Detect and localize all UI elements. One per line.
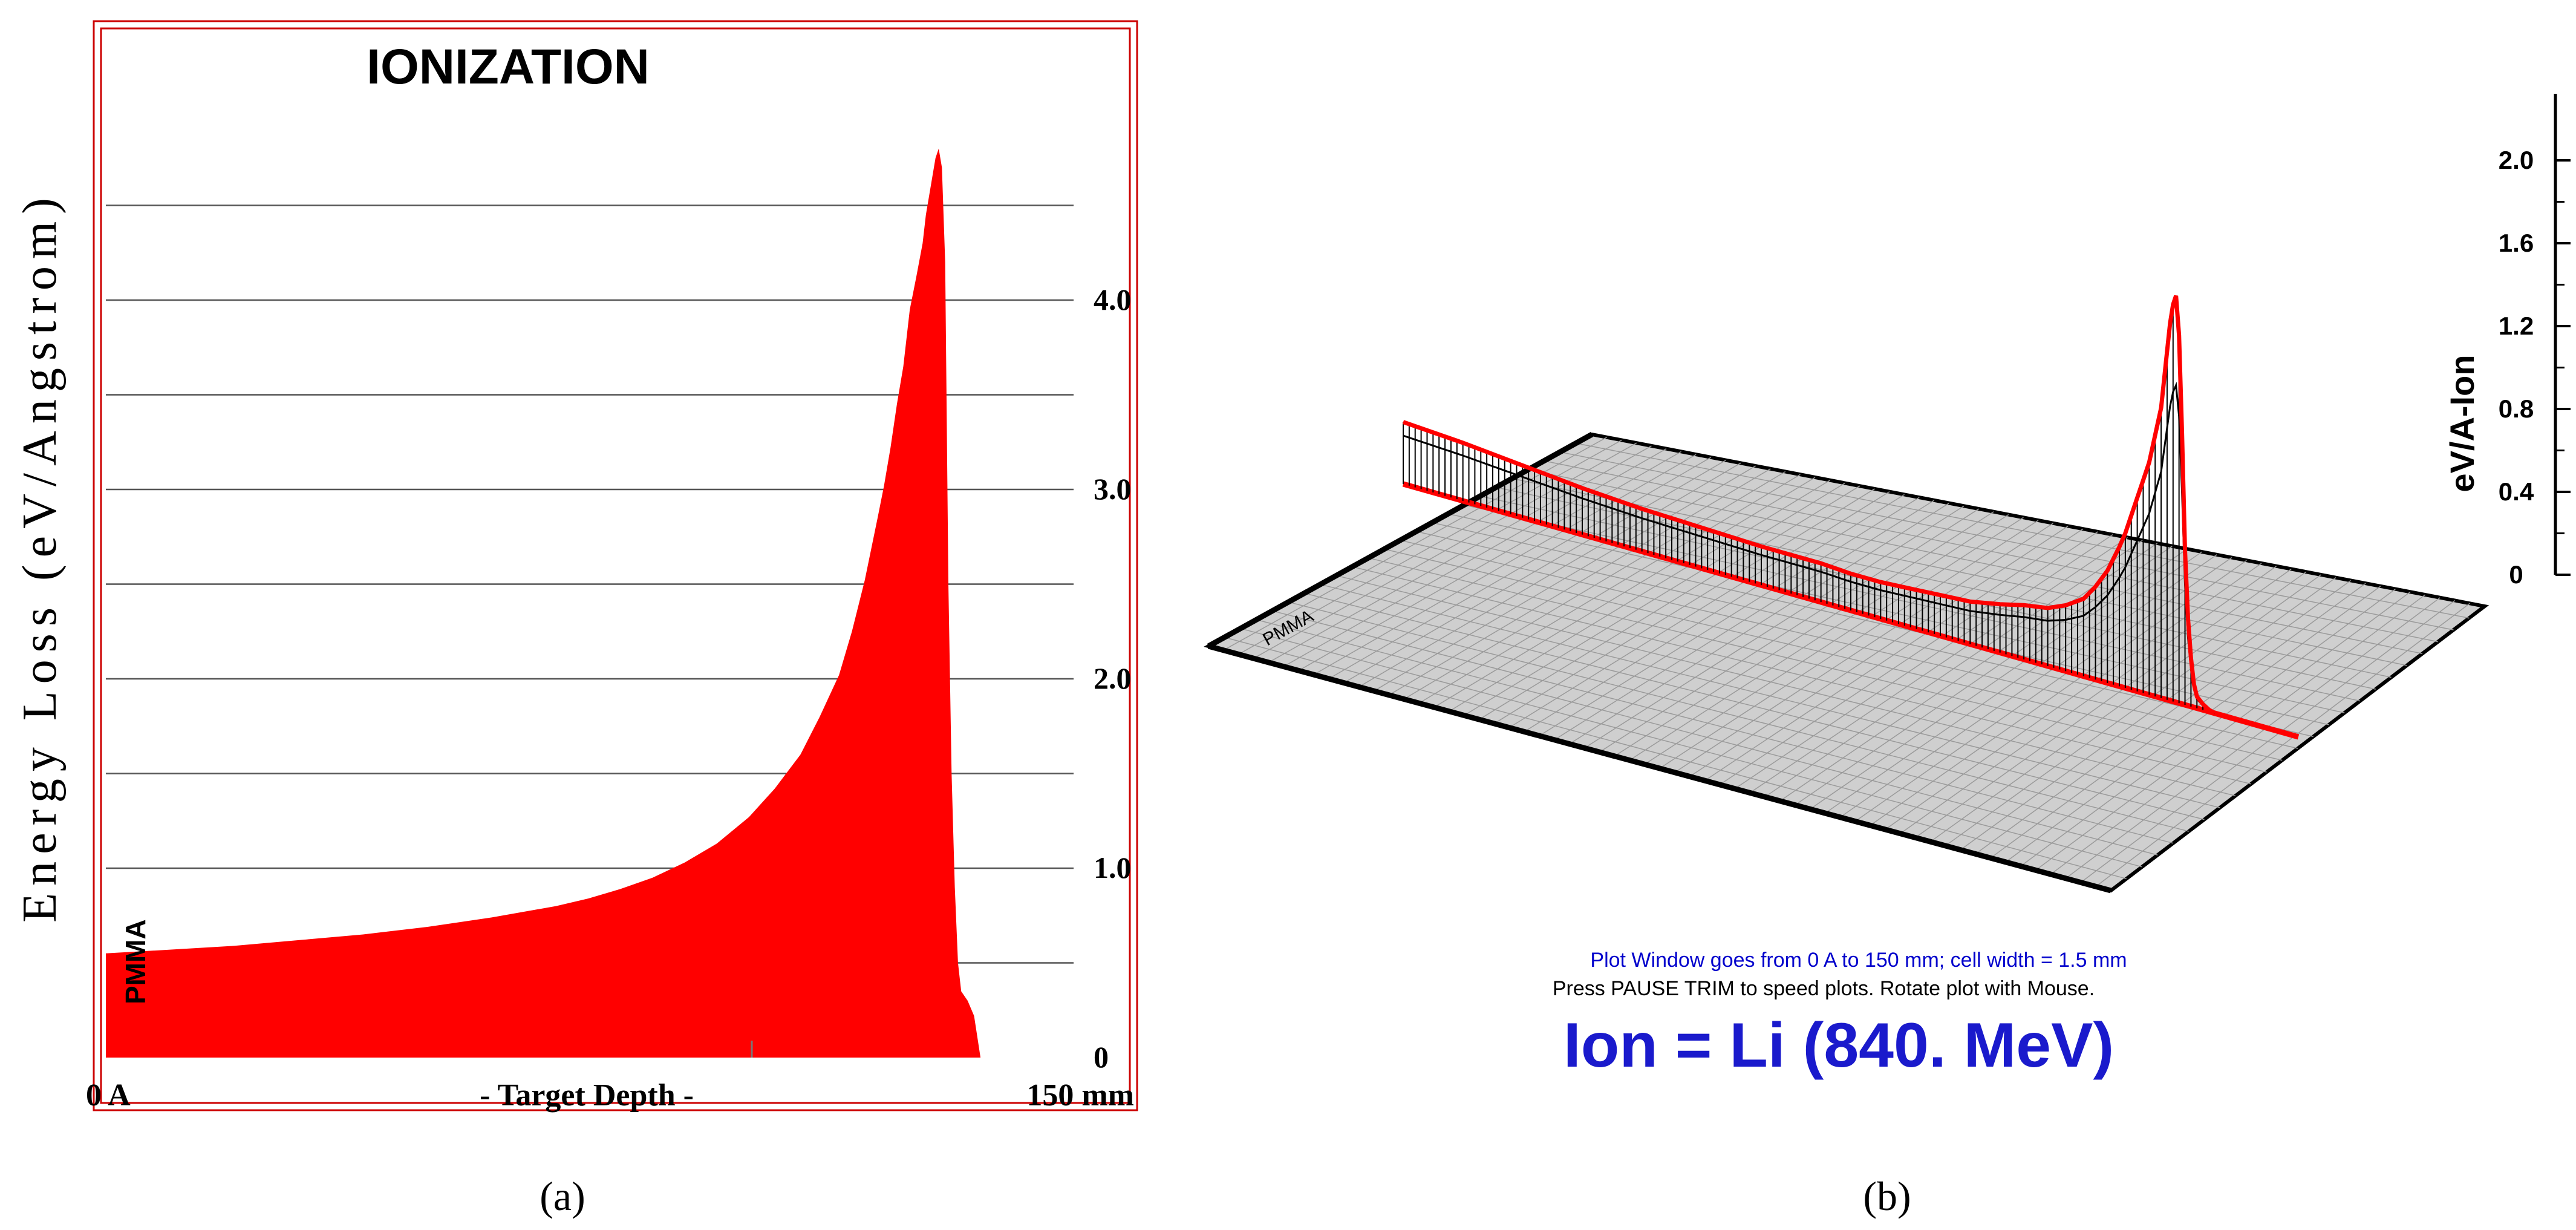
panel-a-x-axis-label: - Target Depth - xyxy=(480,1078,694,1113)
panel-b-ion-label: Ion = Li (840. MeV) xyxy=(1564,1010,2114,1081)
panel-b-profile-dropdowns xyxy=(1403,304,2209,712)
panel-a-y-tick-label: 4.0 xyxy=(1094,283,1132,316)
panel-b-mesh-line xyxy=(1288,601,2189,832)
panel-b: 00.40.81.21.62.0 eV/A-Ion PMMA Plot Wind… xyxy=(1204,94,2571,1219)
panel-b-y-tick-label: 2.0 xyxy=(2499,146,2534,174)
panel-b-y-tick-label: 0 xyxy=(2509,560,2523,589)
panel-b-y-ticks: 0 0.4 0.8 1.2 1.6 2.0 xyxy=(2499,146,2571,589)
panel-a-outer-frame xyxy=(93,20,1138,1111)
panel-b-pause-trim-info: Press PAUSE TRIM to speed plots. Rotate … xyxy=(1553,977,2095,1000)
panel-a-y-tick-label: 2.0 xyxy=(1094,661,1132,695)
panel-b-mesh-line xyxy=(1336,575,2236,797)
panel-a-energy-loss-area xyxy=(106,148,981,1058)
panel-b-mesh-line xyxy=(1384,548,2283,761)
panel-b-mesh-line xyxy=(1464,504,2361,702)
panel-a-caption: (a) xyxy=(540,1173,585,1219)
panel-a-inner-frame xyxy=(100,27,1131,1104)
panel-b-mesh-line xyxy=(1511,478,2407,666)
panel-b-mesh-line xyxy=(1400,540,2298,749)
panel-a-y-tick-label: 3.0 xyxy=(1094,472,1132,506)
panel-b-caption: (b) xyxy=(1863,1173,1911,1219)
panel-b-energy-loss-trace xyxy=(1402,295,2216,715)
panel-a-material-label: PMMA xyxy=(120,919,151,1004)
panel-b-plane-mesh xyxy=(1223,437,2470,887)
panel-a-x-end-label: 150 mm xyxy=(1026,1078,1134,1113)
panel-b-y-tick-label: 0.4 xyxy=(2499,477,2534,506)
panel-b-mesh-line xyxy=(1224,636,2127,880)
panel-b-mesh-line xyxy=(1304,592,2205,820)
panel-b-y-tick-label: 1.2 xyxy=(2499,312,2534,340)
panel-a-x-start-label: 0 A xyxy=(86,1078,131,1113)
panel-a: 0 1.0 2.0 3.0 4.0 IONIZATION Energy Loss (eV… xyxy=(13,20,1138,1219)
panel-b-plane-front-edge xyxy=(1207,643,2112,894)
panel-a-y-axis-label: Energy Loss (eV/Angstrom) xyxy=(13,191,67,923)
panel-b-y-axis-label: eV/A-Ion xyxy=(2443,355,2481,492)
panel-b-mesh-line xyxy=(1576,442,2470,619)
panel-b-mesh-line xyxy=(1272,610,2174,844)
panel-b-mesh-line xyxy=(1352,566,2251,785)
panel-b-mesh-line xyxy=(1416,531,2314,738)
panel-a-y-tick-labels: 0 1.0 2.0 3.0 4.0 xyxy=(1094,283,1132,1074)
panel-b-y-tick-label: 1.6 xyxy=(2499,229,2534,257)
panel-b-mesh-line xyxy=(1368,557,2267,773)
panel-b-plot-window-info: Plot Window goes from 0 A to 150 mm; cel… xyxy=(1590,949,2127,972)
panel-b-mesh-line xyxy=(1256,619,2158,855)
panel-a-title: IONIZATION xyxy=(367,39,650,94)
panel-b-mesh-line xyxy=(1560,451,2454,630)
panel-a-y-tick-label: 1.0 xyxy=(1094,851,1132,885)
panel-b-mesh-line xyxy=(1320,584,2220,808)
panel-b-y-tick-label: 0.8 xyxy=(2499,394,2534,423)
panel-b-mesh-line xyxy=(1528,469,2423,655)
panel-b-mesh-line xyxy=(1240,628,2142,868)
panel-a-y-tick-label: 0 xyxy=(1094,1040,1109,1074)
panel-b-mesh-line xyxy=(1544,460,2438,643)
